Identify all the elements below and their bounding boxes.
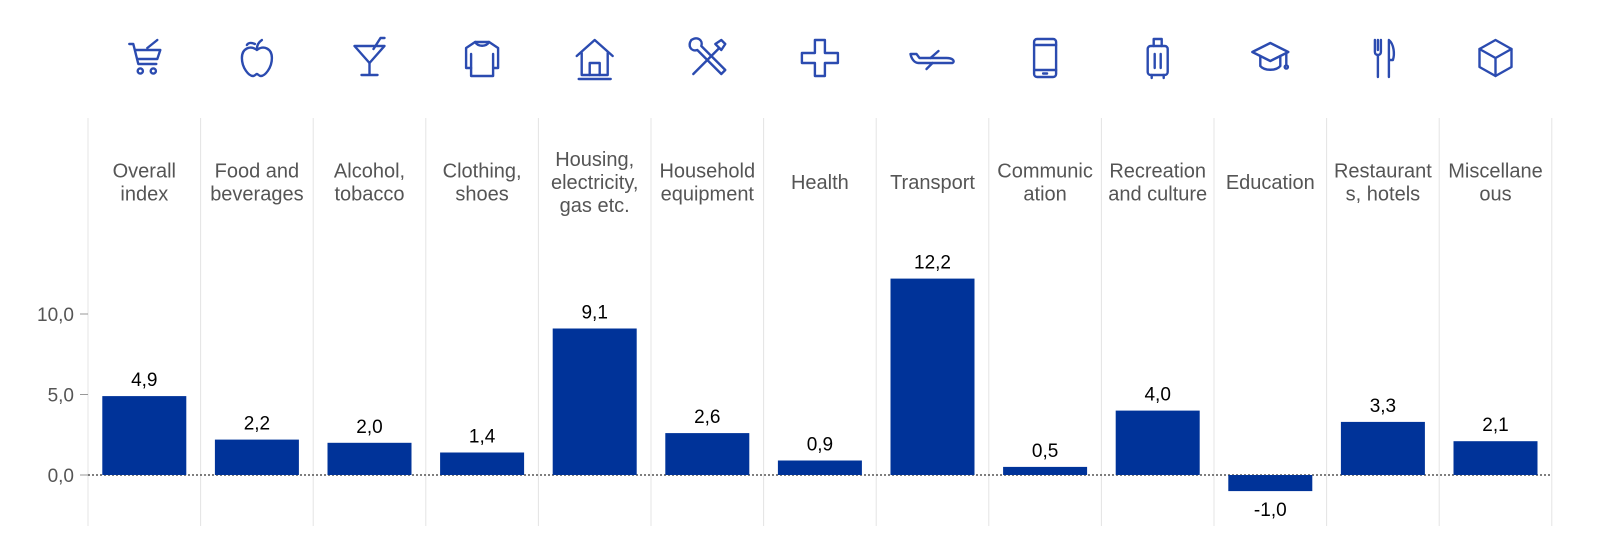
data-label: 2,1	[1482, 415, 1508, 436]
data-label: 1,4	[469, 427, 496, 448]
cocktail-icon	[353, 36, 386, 77]
y-axis: 0,0 5,0 10,0	[37, 305, 1552, 487]
suitcase-icon	[1146, 37, 1169, 80]
airplane-icon	[909, 49, 955, 71]
bar	[327, 442, 412, 475]
category-label: Education	[1226, 172, 1315, 194]
data-label: 4,9	[131, 370, 157, 391]
category-label: Housing, electricity, gas etc.	[551, 149, 638, 217]
category-label: Recreation and culture	[1108, 161, 1207, 206]
bar	[777, 460, 862, 475]
data-label: 3,3	[1370, 396, 1396, 417]
bar	[890, 278, 975, 475]
fork-knife-icon	[1373, 38, 1396, 79]
data-label: 9,1	[581, 303, 607, 324]
data-label: 0,9	[807, 435, 833, 456]
y-tick-label: 5,0	[48, 386, 74, 407]
bar	[440, 452, 525, 475]
cross-icon	[800, 38, 840, 78]
bar	[552, 328, 637, 475]
mobile-phone-icon	[1032, 37, 1058, 79]
sweater-icon	[464, 40, 500, 78]
bar	[102, 396, 187, 475]
category-label: Clothing, shoes	[443, 161, 522, 206]
category-label: Communic ation	[997, 161, 1093, 206]
category-label: Overall index	[113, 161, 176, 206]
bars	[102, 278, 1538, 492]
data-label: 4,0	[1144, 385, 1170, 406]
tools-icon	[688, 37, 727, 76]
category-labels: Overall index Food and beverages Alcohol, tob…	[113, 149, 1543, 217]
data-label: 0,5	[1032, 441, 1058, 462]
value-labels: 4,9 2,2 2,0 1,4 9,1 2,6 0,9 12,2 0,5 4,0 -1,0 3,3 2,…	[131, 253, 1509, 521]
category-label: Miscellane ous	[1448, 161, 1542, 206]
shopping-cart-icon	[128, 38, 162, 75]
bar	[1115, 410, 1200, 475]
category-label: Household equipment	[659, 161, 755, 206]
category-icons	[128, 36, 1513, 81]
bar	[214, 439, 299, 475]
y-tick-label: 10,0	[37, 305, 74, 326]
category-label: Health	[791, 172, 849, 194]
graduation-cap-icon	[1251, 41, 1290, 71]
category-label: Food and beverages	[210, 161, 303, 206]
category-label: Alcohol, tobacco	[334, 161, 405, 206]
grid-lines	[87, 118, 1553, 526]
data-label: 2,2	[244, 414, 270, 435]
category-label: Transport	[890, 172, 975, 194]
bar	[1228, 475, 1313, 492]
bar	[1453, 441, 1538, 475]
house-icon	[575, 38, 614, 81]
bar	[1340, 421, 1425, 475]
data-label: -1,0	[1254, 500, 1287, 521]
cube-icon	[1478, 38, 1513, 78]
data-label: 2,6	[694, 407, 720, 428]
bar	[1003, 466, 1088, 475]
apple-icon	[240, 38, 274, 78]
y-tick-label: 0,0	[48, 466, 74, 487]
bar	[665, 433, 750, 475]
data-label: 2,0	[356, 417, 382, 438]
category-label: Restaurant s, hotels	[1334, 161, 1432, 206]
data-label: 12,2	[914, 253, 951, 274]
